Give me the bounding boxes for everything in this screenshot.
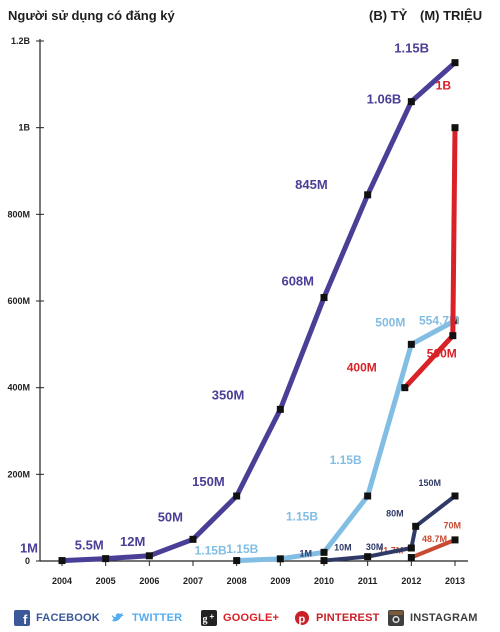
- y-tick-label: 200M: [7, 469, 30, 479]
- pinterest-icon: p: [295, 611, 309, 626]
- data-point-twitter: [407, 340, 415, 348]
- legend-label-pinterest: PINTEREST: [316, 612, 380, 624]
- unit-note-million: (M) TRIỆU: [420, 8, 483, 23]
- y-tick-label: 1B: [18, 123, 30, 133]
- data-point-facebook: [102, 555, 110, 563]
- y-tick-label: 600M: [7, 296, 30, 306]
- data-label-facebook: 1.06B: [367, 92, 402, 107]
- data-point-twitter: [364, 492, 372, 500]
- data-label-pinterest: 48.7M: [422, 534, 447, 544]
- data-label-facebook: 50M: [158, 509, 183, 524]
- series-line-pinterest: [409, 537, 457, 560]
- data-point-facebook: [320, 294, 328, 302]
- x-tick-label: 2004: [52, 576, 72, 586]
- data-point-instagram: [320, 557, 328, 565]
- data-label-facebook: 350M: [212, 387, 245, 402]
- data-point-facebook: [189, 535, 197, 543]
- x-tick-label: 2008: [227, 576, 247, 586]
- data-point-facebook: [407, 98, 415, 106]
- x-tick-label: 2007: [183, 576, 203, 586]
- data-label-twitter: 1.15B: [226, 542, 258, 556]
- data-label-instagram: 150M: [418, 478, 441, 488]
- data-label-google: 1B: [436, 79, 452, 93]
- data-label-facebook: 150M: [192, 474, 225, 489]
- data-point-twitter: [233, 557, 241, 565]
- data-label-twitter: 1.15B: [330, 453, 362, 467]
- data-point-twitter: [320, 548, 328, 556]
- instagram-icon: [388, 610, 404, 626]
- data-point-facebook: [58, 557, 66, 565]
- data-point-pinterest: [451, 536, 459, 544]
- data-point-instagram: [364, 553, 372, 561]
- legend-item-instagram: INSTAGRAM: [388, 606, 478, 630]
- svg-text:p: p: [299, 614, 306, 626]
- data-point-instagram: [451, 492, 459, 500]
- x-tick-label: 2010: [314, 576, 334, 586]
- data-point-facebook: [145, 552, 153, 560]
- legend-label-twitter: TWITTER: [132, 612, 183, 624]
- legend-label-google-plus: GOOGLE+: [223, 612, 280, 624]
- svg-text:g: g: [203, 614, 208, 625]
- y-tick-label: 800M: [7, 209, 30, 219]
- legend-item-google-plus: g + GOOGLE+: [201, 606, 279, 630]
- x-tick-label: 2013: [445, 576, 465, 586]
- line-chart: 0 200M 400M 600M 800M 1B 1.2B 2004 2005 2006 2007 2…: [7, 36, 468, 586]
- data-label-twitter: 500M: [375, 315, 405, 329]
- data-label-instagram: 80M: [386, 508, 404, 518]
- y-tick-label: 400M: [7, 383, 30, 393]
- facebook-icon: f: [14, 610, 30, 626]
- series-line-twitter: [234, 318, 458, 564]
- data-label-instagram: 10M: [334, 543, 352, 553]
- data-label-facebook: 5.5M: [75, 538, 104, 553]
- legend-item-twitter: TWITTER: [110, 606, 182, 630]
- data-point-facebook: [451, 59, 459, 67]
- data-point-twitter: [276, 555, 284, 563]
- x-tick-label: 2009: [270, 576, 290, 586]
- unit-note-billion: (B) TỶ: [369, 8, 408, 23]
- data-label-facebook: 12M: [120, 534, 145, 549]
- series-line-facebook: [59, 60, 458, 564]
- data-label-twitter: 1.15B: [195, 544, 227, 558]
- data-label-twitter: 1.15B: [286, 509, 318, 523]
- x-tick-label: 2011: [358, 576, 378, 586]
- data-label-extra: 70M: [443, 521, 461, 531]
- data-point-google: [449, 332, 457, 340]
- data-label-instagram: 1M: [299, 549, 312, 559]
- data-label-twitter: 554.7M: [419, 314, 459, 328]
- data-point-instagram: [412, 522, 420, 530]
- y-tick-label: 1.2B: [11, 36, 31, 46]
- data-label-instagram: 30M: [366, 542, 384, 552]
- data-label-facebook: 608M: [281, 274, 314, 289]
- data-point-pinterest: [407, 554, 415, 562]
- x-tick-label: 2006: [139, 576, 159, 586]
- data-label-facebook: 1M: [20, 541, 38, 556]
- data-point-facebook: [364, 191, 372, 199]
- data-point-facebook: [233, 492, 241, 500]
- google-plus-icon: g +: [201, 610, 217, 626]
- y-axis-title: Người sử dụng có đăng ký: [8, 8, 175, 23]
- legend-label-facebook: FACEBOOK: [36, 612, 100, 624]
- x-tick-label: 2012: [401, 576, 421, 586]
- legend-item-facebook: f FACEBOOK: [14, 606, 100, 630]
- data-point-google: [451, 124, 459, 132]
- legend-item-pinterest: p PINTEREST: [294, 606, 380, 630]
- x-tick-label: 2005: [96, 576, 116, 586]
- data-label-facebook: 1.15B: [394, 41, 429, 56]
- y-tick-label: 0: [25, 556, 30, 566]
- legend-label-instagram: INSTAGRAM: [410, 612, 478, 624]
- twitter-icon: [112, 613, 124, 622]
- legend: f FACEBOOK TWITTER g + GOOGLE+ p PINTERE…: [0, 606, 500, 630]
- svg-text:f: f: [23, 612, 28, 626]
- data-label-facebook: 845M: [295, 177, 328, 192]
- data-point-google: [401, 384, 409, 392]
- svg-text:+: +: [210, 612, 215, 621]
- data-label-google: 400M: [347, 361, 377, 375]
- data-point-instagram: [407, 544, 415, 552]
- data-label-google: 500M: [427, 347, 457, 361]
- data-point-facebook: [276, 405, 284, 413]
